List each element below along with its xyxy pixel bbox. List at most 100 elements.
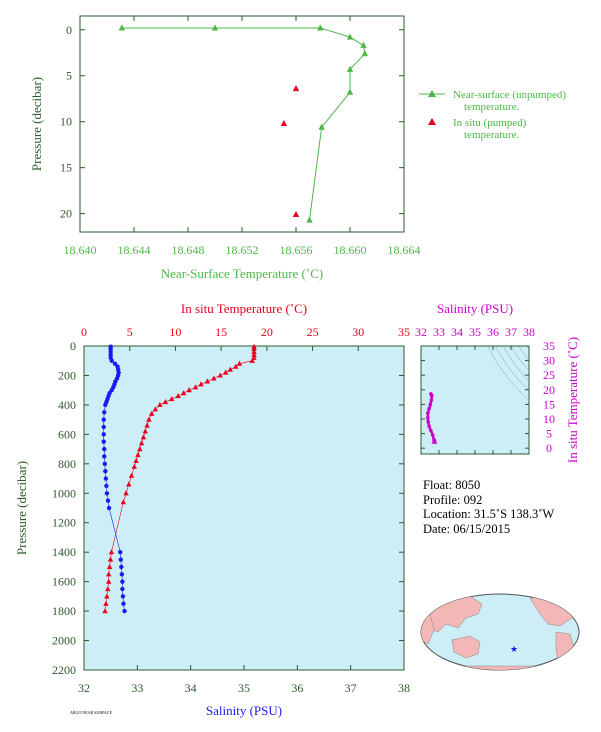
top-x-tick-label: 18.652 bbox=[226, 243, 259, 257]
salinity-point bbox=[104, 491, 110, 496]
ts-point bbox=[429, 428, 433, 433]
main-y-tick-label: 800 bbox=[58, 457, 76, 471]
top-y-axis-label: Pressure (decibar) bbox=[29, 77, 44, 171]
location-map: ★ bbox=[420, 593, 580, 671]
main-x-tick-label: 32 bbox=[78, 681, 90, 695]
main-x-axis-label: Salinity (PSU) bbox=[206, 703, 282, 718]
ts-y-tick-label: 15 bbox=[543, 397, 555, 411]
main-y-tick-label: 2200 bbox=[52, 663, 76, 677]
land-australia bbox=[451, 635, 481, 659]
main-x-tick-label: 35 bbox=[238, 681, 250, 695]
ts-y-tick-label: 5 bbox=[546, 427, 552, 441]
top-x-tick-label: 18.664 bbox=[388, 243, 421, 257]
near-surface-point bbox=[346, 65, 354, 72]
ts-plot-area bbox=[420, 345, 530, 455]
main-x2-tick-label: 0 bbox=[81, 325, 87, 339]
temperature-point bbox=[251, 351, 257, 357]
near-surface-chart: 18.640 18.644 18.648 18.652 18.656 18.660 18.6… bbox=[29, 15, 566, 281]
legend-marker-red bbox=[428, 118, 436, 125]
in-situ-point bbox=[292, 210, 300, 218]
float-info: Float: 8050 Profile: 092 Location: 31.5˚… bbox=[423, 478, 554, 536]
main-x2-tick-label: 15 bbox=[215, 325, 227, 339]
temperature-point bbox=[138, 440, 145, 446]
main-plot-area bbox=[83, 345, 405, 671]
top-legend: Near-surface (unpumped) temperature. In … bbox=[419, 89, 566, 141]
near-surface-point bbox=[318, 123, 325, 130]
ts-y-tick-label: 25 bbox=[543, 368, 555, 382]
ts-x-axis-label: Salinity (PSU) bbox=[437, 301, 513, 316]
salinity-point bbox=[122, 608, 127, 614]
ts-x-tick-label: 35 bbox=[469, 325, 481, 339]
salinity-point bbox=[120, 586, 125, 592]
temperature-point bbox=[106, 563, 113, 570]
temperature-point bbox=[233, 363, 239, 369]
temperature-point bbox=[133, 457, 139, 463]
salinity-point bbox=[102, 461, 108, 467]
temperature-point bbox=[169, 396, 175, 402]
temperature-point bbox=[105, 571, 112, 577]
legend-entry-in-situ-line2: temperature. bbox=[464, 129, 520, 141]
temperature-point bbox=[152, 406, 159, 412]
temperature-point bbox=[105, 578, 112, 584]
salinity-point bbox=[102, 454, 107, 459]
ts-x-tick-label: 34 bbox=[451, 325, 463, 339]
ts-x-tick-label: 36 bbox=[487, 325, 499, 339]
salinity-point bbox=[112, 361, 118, 366]
salinity-point bbox=[102, 410, 107, 415]
temperature-point bbox=[186, 387, 192, 393]
float-id: Float: 8050 bbox=[423, 478, 481, 492]
top-y-tick-label: 20 bbox=[60, 207, 72, 221]
temperature-point bbox=[175, 393, 181, 399]
main-y-tick-label: 0 bbox=[70, 339, 76, 353]
salinity-point bbox=[103, 402, 108, 408]
ts-point bbox=[429, 392, 433, 396]
top-y-tick-label: 10 bbox=[60, 115, 72, 129]
salinity-point bbox=[120, 594, 126, 599]
near-surface-point bbox=[317, 24, 324, 31]
salinity-point bbox=[103, 476, 109, 481]
temperature-point bbox=[126, 481, 132, 487]
temperature-point bbox=[108, 549, 115, 555]
near-surface-point bbox=[361, 50, 369, 57]
legend-entry-near-surface-line2: temperature. bbox=[464, 101, 520, 113]
top-x-tick-label: 18.644 bbox=[118, 243, 151, 257]
temperature-point bbox=[251, 345, 257, 352]
salinity-point bbox=[119, 564, 124, 570]
temperature-point bbox=[104, 593, 110, 599]
main-x2-tick-label: 35 bbox=[398, 325, 410, 339]
temperature-point bbox=[211, 375, 217, 381]
temperature-point bbox=[249, 357, 255, 363]
near-surface-point bbox=[118, 24, 126, 31]
salinity-point bbox=[105, 498, 111, 503]
temperature-point bbox=[217, 372, 223, 378]
salinity-point bbox=[121, 601, 126, 606]
float-location-marker-icon: ★ bbox=[510, 644, 518, 654]
top-y-tick-label: 15 bbox=[60, 161, 72, 175]
main-y-tick-label: 2000 bbox=[52, 634, 76, 648]
near-surface-point bbox=[360, 41, 367, 48]
in-situ-point bbox=[292, 85, 300, 92]
main-y-tick-label: 400 bbox=[58, 398, 76, 412]
density-contour bbox=[517, 194, 601, 386]
temperature-point bbox=[128, 472, 135, 478]
ts-y-tick-label: 20 bbox=[543, 383, 555, 397]
near-surface-point bbox=[211, 24, 219, 31]
near-surface-point bbox=[346, 33, 354, 40]
ts-point bbox=[427, 424, 431, 429]
temperature-point bbox=[107, 556, 114, 562]
temperature-point bbox=[105, 586, 111, 592]
top-plot-frame bbox=[79, 15, 405, 233]
main-y-tick-label: 1000 bbox=[52, 486, 76, 500]
temperature-point bbox=[123, 490, 129, 496]
main-x-tick-label: 33 bbox=[131, 681, 143, 695]
land-antarctica bbox=[429, 665, 571, 670]
temperature-point bbox=[140, 434, 147, 440]
salinity-point bbox=[101, 439, 106, 444]
main-y-tick-label: 1800 bbox=[52, 604, 76, 618]
top-x-tick-label: 18.660 bbox=[334, 243, 367, 257]
main-x-tick-label: 36 bbox=[291, 681, 303, 695]
density-contour bbox=[525, 212, 601, 376]
temperature-point bbox=[236, 360, 243, 366]
